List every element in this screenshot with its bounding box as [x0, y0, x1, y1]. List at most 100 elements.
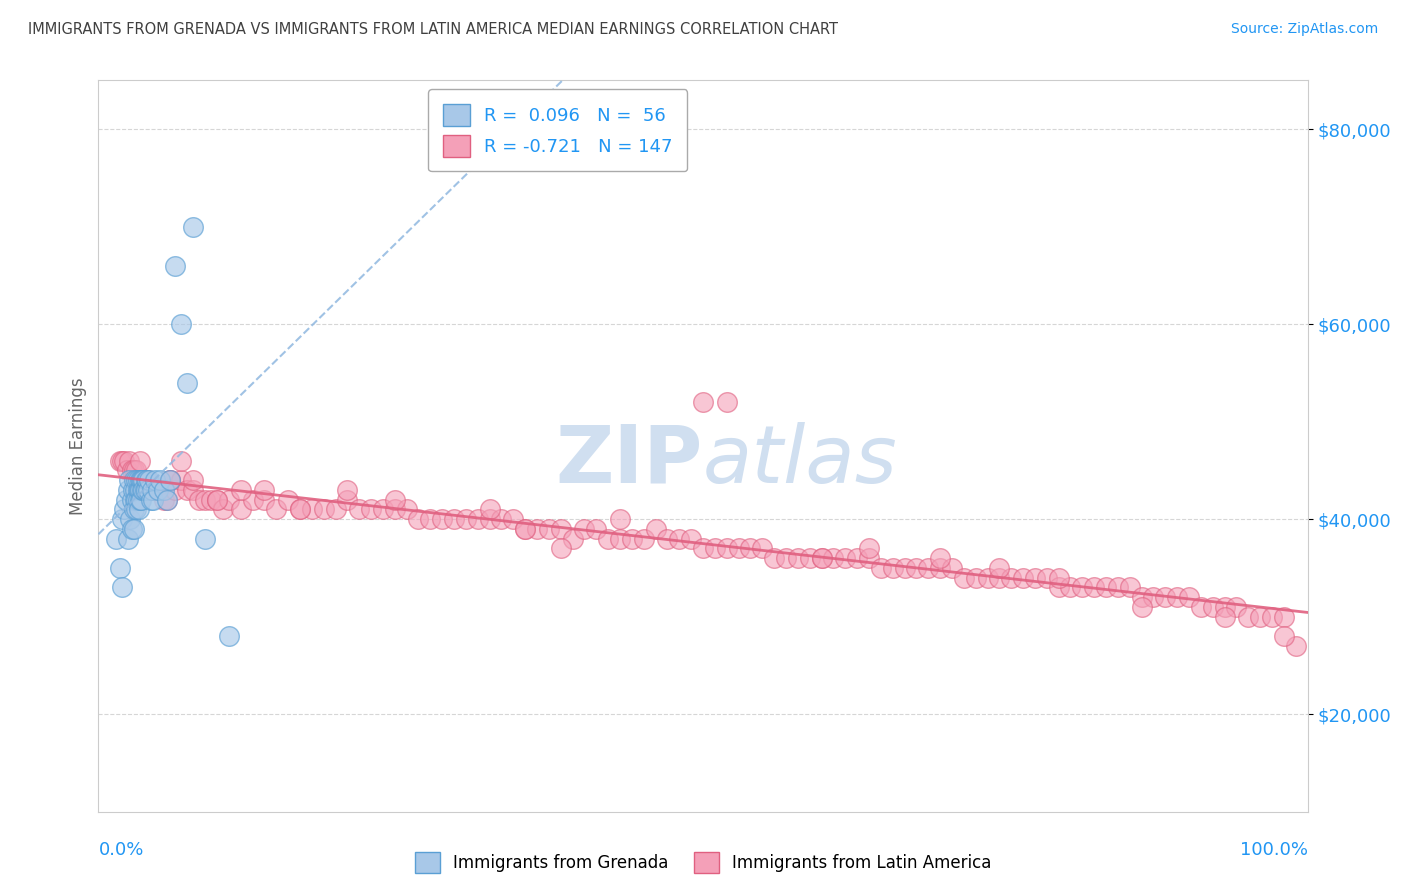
Point [360, 502, 382, 516]
Point [869, 561, 891, 575]
Point [200, 492, 222, 507]
Point [129, 473, 152, 487]
Point [188, 492, 211, 507]
Point [574, 522, 596, 536]
Point [129, 492, 152, 507]
Point [170, 473, 193, 487]
Point [136, 473, 159, 487]
Legend: Immigrants from Grenada, Immigrants from Latin America: Immigrants from Grenada, Immigrants from… [408, 846, 998, 880]
Point [301, 502, 323, 516]
Point [1142, 590, 1164, 604]
Point [550, 541, 572, 556]
Point [118, 453, 141, 467]
Point [929, 561, 952, 575]
Point [1285, 639, 1308, 653]
Point [1095, 581, 1118, 595]
Point [121, 492, 143, 507]
Point [131, 473, 153, 487]
Point [491, 512, 513, 526]
Point [515, 522, 537, 536]
Point [620, 532, 643, 546]
Point [882, 561, 904, 575]
Point [141, 483, 163, 497]
Point [905, 561, 928, 575]
Point [135, 473, 157, 487]
Point [644, 522, 666, 536]
Point [205, 492, 228, 507]
Point [218, 492, 240, 507]
Point [136, 473, 159, 487]
Point [127, 483, 149, 497]
Point [125, 473, 148, 487]
Y-axis label: Median Earnings: Median Earnings [69, 377, 87, 515]
Point [1130, 599, 1153, 614]
Point [108, 561, 131, 575]
Point [253, 483, 276, 497]
Point [786, 551, 808, 566]
Point [1189, 599, 1212, 614]
Point [823, 551, 845, 566]
Point [127, 492, 149, 507]
Point [1047, 581, 1070, 595]
Point [609, 532, 631, 546]
Point [810, 551, 832, 566]
Point [1249, 609, 1271, 624]
Point [384, 492, 406, 507]
Point [537, 522, 560, 536]
Point [657, 532, 679, 546]
Point [952, 571, 974, 585]
Point [108, 453, 131, 467]
Point [858, 551, 880, 566]
Point [194, 532, 217, 546]
Point [988, 571, 1011, 585]
Point [550, 522, 572, 536]
Point [681, 532, 703, 546]
Text: Source: ZipAtlas.com: Source: ZipAtlas.com [1230, 22, 1378, 37]
Point [111, 512, 134, 526]
Point [858, 541, 880, 556]
Point [121, 483, 143, 497]
Point [181, 219, 204, 234]
Point [139, 492, 162, 507]
Point [122, 463, 145, 477]
Point [288, 502, 311, 516]
Point [1261, 609, 1284, 624]
Point [159, 473, 181, 487]
Point [478, 512, 501, 526]
Point [408, 512, 430, 526]
Point [115, 463, 138, 477]
Point [156, 492, 179, 507]
Point [242, 492, 264, 507]
Point [138, 473, 160, 487]
Point [277, 492, 299, 507]
Point [336, 483, 359, 497]
Point [122, 473, 145, 487]
Point [633, 532, 655, 546]
Point [692, 541, 714, 556]
Point [165, 483, 187, 497]
Text: 0.0%: 0.0% [98, 841, 143, 859]
Text: IMMIGRANTS FROM GRENADA VS IMMIGRANTS FROM LATIN AMERICA MEDIAN EARNINGS CORRELA: IMMIGRANTS FROM GRENADA VS IMMIGRANTS FR… [28, 22, 838, 37]
Point [1213, 599, 1236, 614]
Point [135, 483, 157, 497]
Point [988, 561, 1011, 575]
Point [170, 317, 193, 331]
Point [114, 453, 136, 467]
Point [1047, 571, 1070, 585]
Point [419, 512, 441, 526]
Point [111, 453, 134, 467]
Point [124, 483, 146, 497]
Point [125, 502, 148, 516]
Point [478, 502, 501, 516]
Point [128, 483, 150, 497]
Point [125, 463, 148, 477]
Point [176, 376, 198, 390]
Point [121, 463, 143, 477]
Point [117, 532, 139, 546]
Point [395, 502, 418, 516]
Point [170, 453, 193, 467]
Point [149, 483, 172, 497]
Point [668, 532, 690, 546]
Point [146, 483, 169, 497]
Legend: R =  0.096   N =  56, R = -0.721   N = 147: R = 0.096 N = 56, R = -0.721 N = 147 [429, 89, 688, 171]
